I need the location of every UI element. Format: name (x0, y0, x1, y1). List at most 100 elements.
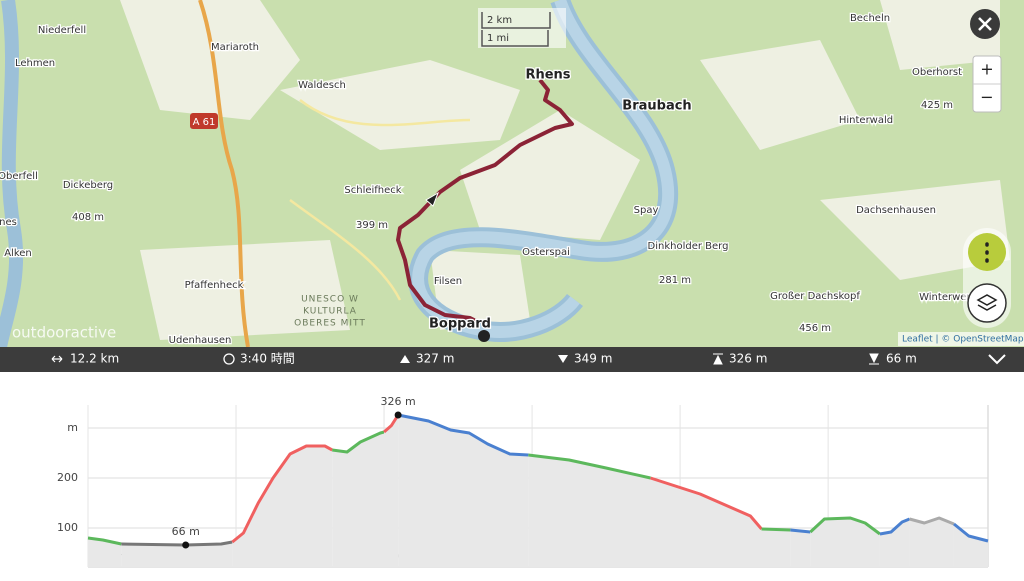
peak-label: 408 m (72, 212, 104, 223)
scale-bar (481, 12, 551, 47)
elevation-chart: 100200m0.0 km2.0 km4.0 km6.0 km8.0 km10.… (57, 395, 989, 568)
open-land (120, 0, 1010, 340)
stats-background (0, 347, 1024, 372)
elevation-area (398, 415, 529, 567)
elevation-line (879, 517, 911, 536)
elevation-area (88, 538, 122, 567)
place-label: Braubach (622, 99, 691, 114)
elevation-area (332, 432, 385, 567)
annotation-label: 66 m (172, 525, 200, 538)
stats-bar: 12.2 km 3:40 時間 327 m 349 m 326 m 66 m (0, 347, 1024, 372)
collapse-button[interactable] (988, 354, 1006, 365)
elevation-line (809, 516, 881, 536)
close-icon (978, 17, 992, 31)
elevation-area (384, 415, 399, 567)
elevation-area (790, 530, 811, 567)
elevation-area (650, 478, 762, 567)
road-shield (190, 113, 218, 129)
elevation-area (909, 518, 954, 567)
road-label: A 61 (193, 117, 216, 128)
attribution-bg (898, 332, 1024, 346)
place-label: Lehmen (15, 58, 55, 69)
stat-distance: 12.2 km (70, 352, 119, 366)
peak-label: Großer Dachskopf (770, 291, 860, 302)
elevation-area (232, 446, 333, 567)
peak-label: Dickeberg (63, 180, 113, 191)
place-label: Spay (634, 205, 659, 216)
place-label: Niederfell (38, 25, 86, 36)
distance-icon (51, 355, 63, 363)
elevation-area (810, 518, 880, 567)
place-label: Dachsenhausen (856, 205, 936, 216)
zoom-in[interactable]: + (980, 60, 993, 79)
zoom-out[interactable]: − (980, 88, 993, 107)
stat-ascent: 327 m (416, 352, 454, 366)
duration-icon (223, 353, 235, 365)
place-label: Udenhausen (169, 335, 232, 346)
elevation-line (87, 536, 122, 546)
place-label: Mariaroth (211, 42, 259, 53)
place-label: Oberhorst (912, 67, 962, 78)
place-label: Oberfell (0, 171, 38, 182)
elevation-line (231, 444, 333, 544)
scale-label: 2 km (487, 15, 512, 26)
river-west (0, 0, 24, 349)
place-label: nes (0, 217, 17, 228)
peak-label: 399 m (356, 220, 388, 231)
ascent-icon (400, 355, 410, 363)
elevation-line (761, 527, 791, 532)
elevation-area (121, 542, 233, 567)
peak-label: 456 m (799, 323, 831, 334)
scale-label: 1 mi (487, 33, 509, 44)
place-label: Waldesch (298, 80, 346, 91)
elevation-line (383, 414, 400, 434)
layers-button[interactable] (967, 283, 1007, 323)
descent-icon (558, 355, 568, 363)
elevation-line (650, 476, 763, 530)
place-label: Pfaffenheck (185, 280, 244, 291)
peak-label: Schleifheck (344, 185, 401, 196)
elevation-line (528, 453, 651, 480)
route (396, 78, 574, 324)
place-label: Hinterwald (839, 115, 893, 126)
layers-icon (976, 294, 998, 311)
annotation-dot (394, 411, 402, 419)
elevation-line (332, 430, 385, 454)
elevation-line (953, 522, 989, 543)
place-label: Boppard (429, 317, 491, 332)
y-tick-label: 200 (57, 471, 78, 484)
elevation-line (909, 516, 955, 526)
place-label: Osterspai (522, 247, 570, 258)
peak-label: 281 m (659, 275, 691, 286)
elevation-area (953, 524, 988, 567)
stat-duration: 3:40 時間 (240, 352, 295, 366)
peak-label: Dinkholder Berg (648, 241, 729, 252)
road (289, 99, 471, 301)
elevation-area (761, 529, 791, 567)
stat-highest: 326 m (729, 352, 767, 366)
station-icon (478, 330, 490, 342)
stat-lowest: 66 m (886, 352, 917, 366)
highest-icon (713, 353, 723, 365)
place-label: Filsen (434, 276, 462, 287)
lowest-icon (869, 353, 879, 365)
brand: outdooractive (12, 324, 116, 342)
map[interactable]: Niederfell Mariaroth Lehmen Waldesch Rhe… (0, 0, 1024, 349)
annotation-label: 326 m (381, 395, 416, 408)
attribution[interactable]: Leaflet | © OpenStreetMap (902, 335, 1024, 345)
motorway (198, 0, 250, 348)
heritage-label: KULTURLA (303, 307, 357, 317)
place-label: Becheln (850, 13, 890, 24)
peak-label: 425 m (921, 100, 953, 111)
elevation-area (528, 455, 651, 567)
elevation-line (121, 540, 233, 547)
place-label: Alken (4, 248, 32, 259)
elevation-line (790, 528, 811, 534)
y-tick-label: 100 (57, 521, 78, 534)
y-tick-label: m (67, 421, 78, 434)
elevation-line (397, 413, 529, 457)
place-label: Rhens (525, 68, 570, 83)
direction-arrow (425, 191, 439, 207)
